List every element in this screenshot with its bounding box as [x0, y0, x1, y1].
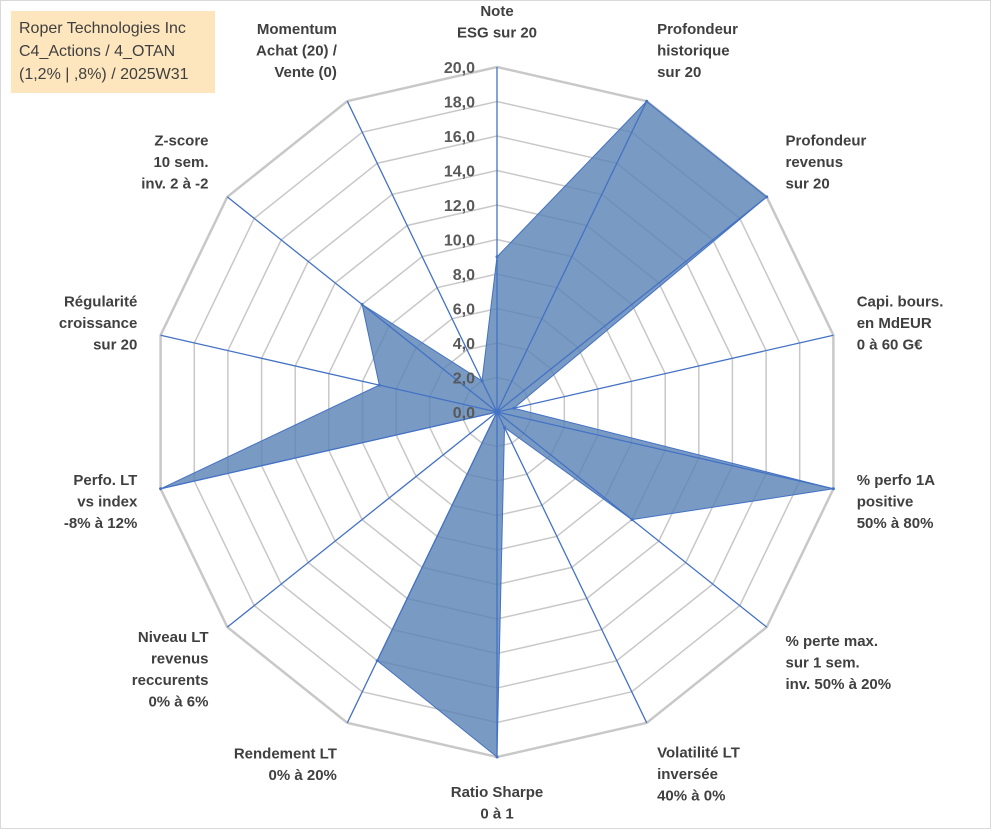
- axis-label-12: Régularité croissance sur 20: [59, 294, 137, 354]
- axis-label-7-line-2: inversée: [657, 766, 718, 783]
- spoke-7: [496, 411, 648, 724]
- axis-label-13-line-1: Z-score: [154, 133, 208, 150]
- axis-label-10-line-3: reccurents: [132, 672, 209, 689]
- title-line-1: Roper Technologies Inc: [19, 20, 186, 37]
- axis-label-6-line-3: inv. 50% à 20%: [786, 676, 892, 693]
- axis-label-13-line-2: 10 sem.: [153, 154, 208, 171]
- tick-label-2: 4,0: [453, 336, 475, 353]
- spoke-14: [346, 100, 498, 413]
- tick-label-3: 6,0: [453, 302, 475, 319]
- tick-label-layer: 0,0 2,0 4,0 6,0 8,0 10,0 12,0 14,0 16,0 18,0 20,0: [444, 60, 475, 422]
- tick-label-1: 2,0: [453, 371, 475, 388]
- axis-label-12-line-2: croissance: [59, 315, 137, 332]
- axis-label-6-line-2: sur 1 sem.: [786, 654, 860, 671]
- axis-label-7-line-1: Volatilité LT: [657, 744, 740, 761]
- axis-label-6: % perte max. sur 1 sem. inv. 50% à 20%: [786, 633, 892, 693]
- spoke-13: [226, 196, 498, 413]
- axis-label-4: Capi. bours. en MdEUR 0 à 60 G€: [857, 294, 944, 354]
- axis-label-10-line-4: 0% à 6%: [148, 693, 208, 710]
- spoke-11: [160, 411, 498, 490]
- axis-label-3-line-3: sur 20: [786, 176, 830, 193]
- spoke-5: [496, 411, 834, 490]
- spoke-4: [496, 334, 834, 413]
- axis-label-8-line-2: 0 à 1: [480, 806, 513, 823]
- axis-label-5-line-1: % perfo 1A: [857, 472, 936, 489]
- axis-label-4-line-2: en MdEUR: [857, 315, 932, 332]
- axis-label-2: Profondeur historique sur 20: [657, 21, 738, 81]
- axis-label-6-line-1: % perte max.: [786, 633, 879, 650]
- axis-label-4-line-3: 0 à 60 G€: [857, 337, 924, 354]
- axis-label-1: Note ESG sur 20: [457, 3, 537, 42]
- axis-label-14-line-1: Momentum: [257, 21, 337, 38]
- axis-label-2-line-2: historique: [657, 43, 730, 60]
- axis-label-1-line-2: ESG sur 20: [457, 25, 537, 42]
- axis-label-11-line-1: Perfo. LT: [73, 472, 137, 489]
- axis-label-5-line-3: 50% à 80%: [857, 515, 934, 532]
- axis-label-14-line-3: Vente (0): [274, 64, 337, 81]
- axis-label-11-line-3: -8% à 12%: [64, 515, 137, 532]
- tick-label-8: 16,0: [444, 129, 475, 146]
- spoke-12: [160, 334, 498, 413]
- axis-label-layer: Note ESG sur 20 Profondeur historique sur 20…: [59, 3, 943, 823]
- axis-label-2-line-3: sur 20: [657, 64, 701, 81]
- axis-label-9-line-1: Rendement LT: [234, 745, 337, 762]
- spoke-10: [226, 411, 498, 628]
- axis-label-12-line-3: sur 20: [93, 337, 137, 354]
- axis-label-8-line-1: Ratio Sharpe: [451, 784, 544, 801]
- spoke-6: [496, 411, 768, 628]
- axis-label-10: Niveau LT revenus reccurents 0% à 6%: [132, 629, 209, 711]
- title-line-3: (1,2% | ,8%) / 2025W31: [19, 66, 189, 83]
- tick-label-7: 14,0: [444, 164, 475, 181]
- axis-label-2-line-1: Profondeur: [657, 21, 738, 38]
- axis-label-8: Ratio Sharpe 0 à 1: [451, 784, 544, 823]
- axis-label-9: Rendement LT 0% à 20%: [234, 745, 337, 784]
- spoke-layer: [160, 67, 834, 757]
- axis-label-11-line-2: vs index: [77, 494, 138, 511]
- axis-label-14: Momentum Achat (20) / Vente (0): [256, 21, 338, 81]
- axis-label-3: Profondeur revenus sur 20: [786, 133, 867, 193]
- spoke-9: [346, 411, 498, 724]
- axis-label-5-line-2: positive: [857, 494, 914, 511]
- axis-label-13: Z-score 10 sem. inv. 2 à -2: [141, 133, 208, 193]
- axis-label-14-line-2: Achat (20) /: [256, 43, 338, 60]
- axis-label-12-line-1: Régularité: [64, 294, 137, 311]
- axis-label-13-line-3: inv. 2 à -2: [141, 176, 208, 193]
- tick-label-0: 0,0: [453, 405, 475, 422]
- axis-label-10-line-2: revenus: [151, 650, 209, 667]
- axis-label-9-line-2: 0% à 20%: [269, 767, 337, 784]
- axis-label-1-line-1: Note: [480, 3, 513, 20]
- axis-label-7: Volatilité LT inversée 40% à 0%: [657, 744, 740, 804]
- axis-label-11: Perfo. LT vs index -8% à 12%: [64, 472, 138, 532]
- spoke-3: [496, 196, 768, 413]
- chart-title-box: Roper Technologies Inc C4_Actions / 4_OT…: [11, 11, 215, 93]
- axis-label-7-line-3: 40% à 0%: [657, 787, 725, 804]
- axis-label-4-line-1: Capi. bours.: [857, 294, 944, 311]
- tick-label-4: 8,0: [453, 267, 475, 284]
- tick-label-6: 12,0: [444, 198, 475, 215]
- tick-label-9: 18,0: [444, 95, 475, 112]
- axis-label-5: % perfo 1A positive 50% à 80%: [857, 472, 936, 532]
- axis-label-3-line-1: Profondeur: [786, 133, 867, 150]
- axis-label-10-line-1: Niveau LT: [138, 629, 209, 646]
- axis-label-3-line-2: revenus: [786, 154, 844, 171]
- tick-label-10: 20,0: [444, 60, 475, 77]
- spoke-2: [496, 100, 648, 413]
- tick-label-5: 10,0: [444, 233, 475, 250]
- title-line-2: C4_Actions / 4_OTAN: [19, 43, 176, 60]
